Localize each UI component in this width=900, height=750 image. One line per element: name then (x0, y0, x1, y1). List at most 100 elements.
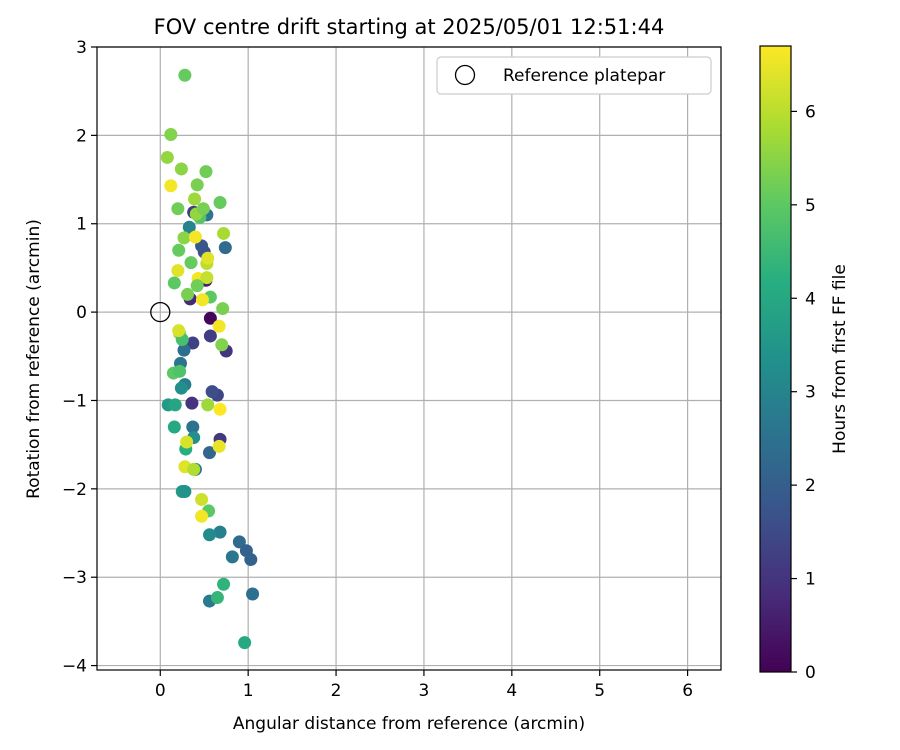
y-tick-label: 1 (76, 215, 87, 235)
scatter-point (181, 287, 195, 301)
scatter-point (246, 587, 260, 601)
scatter-points (160, 68, 260, 650)
scatter-point (190, 178, 204, 192)
scatter-point (199, 165, 213, 179)
plot-area: 0 1 2 3 4 5 6 3 2 1 0 −1 −2 −3 −4 (62, 38, 722, 701)
colorbar-tick-label: 1 (805, 570, 816, 590)
colorbar-tick-label: 5 (805, 196, 816, 216)
scatter-point (217, 226, 231, 240)
scatter-point (186, 336, 200, 350)
scatter-point (195, 509, 209, 523)
scatter-point (173, 364, 187, 378)
y-tick-label: 2 (76, 126, 87, 146)
scatter-point (210, 591, 224, 605)
y-tick-label: 3 (76, 38, 87, 58)
scatter-point (225, 550, 239, 564)
scatter-point (216, 302, 230, 316)
scatter-point (182, 220, 196, 234)
colorbar-gradient (759, 45, 792, 673)
scatter-point (218, 241, 232, 255)
x-axis-label: Angular distance from reference (arcmin) (233, 714, 585, 734)
scatter-point (244, 553, 258, 567)
scatter-point (188, 230, 202, 244)
scatter-point (213, 525, 227, 539)
scatter-point (177, 231, 191, 245)
colorbar-tick-label: 0 (805, 663, 816, 683)
x-axis-ticks: 0 1 2 3 4 5 6 (155, 670, 693, 701)
legend-box (436, 56, 712, 95)
y-tick-label: −2 (62, 480, 87, 500)
colorbar-ticks: 0 1 2 3 4 5 6 (791, 102, 816, 683)
scatter-point (203, 311, 217, 325)
scatter-point (190, 279, 204, 293)
scatter-point (160, 150, 174, 164)
scatter-point (202, 528, 216, 542)
x-tick-label: 4 (506, 681, 517, 701)
scatter-point (172, 243, 186, 257)
x-tick-label: 2 (331, 681, 342, 701)
legend: Reference platepar (436, 56, 712, 95)
scatter-point (184, 256, 198, 270)
scatter-point (201, 398, 215, 412)
x-tick-label: 6 (682, 681, 693, 701)
scatter-point (195, 492, 209, 506)
scatter-point (196, 202, 210, 216)
legend-marker-icon (454, 64, 476, 86)
y-tick-label: −3 (62, 568, 87, 588)
scatter-point (164, 179, 178, 193)
scatter-point (200, 271, 214, 285)
scatter-point (188, 192, 202, 206)
y-axis-ticks: 3 2 1 0 −1 −2 −3 −4 (62, 38, 97, 677)
scatter-point (174, 381, 188, 395)
scatter-point (205, 385, 219, 399)
scatter-point (213, 196, 227, 210)
y-tick-label: −4 (62, 657, 87, 677)
scatter-point (201, 251, 215, 265)
x-tick-label: 5 (594, 681, 605, 701)
scatter-point (238, 636, 252, 650)
y-axis-label: Rotation from reference (arcmin) (24, 219, 44, 499)
colorbar-tick-label: 6 (805, 102, 816, 122)
scatter-point (195, 293, 209, 307)
scatter-point (187, 462, 201, 476)
scatter-point (203, 329, 217, 343)
colorbar-tick-label: 4 (805, 289, 816, 309)
colorbar-tick-label: 3 (805, 383, 816, 403)
x-tick-label: 3 (419, 681, 430, 701)
colorbar: 0 1 2 3 4 5 6 Hours from first FF file (759, 45, 850, 683)
scatter-point (168, 398, 182, 412)
scatter-point (232, 535, 246, 549)
reference-marker-group (150, 301, 171, 323)
plot-background (97, 47, 721, 670)
scatter-point (174, 162, 188, 176)
scatter-point (171, 202, 185, 216)
scatter-point (212, 439, 226, 453)
scatter-point (186, 420, 200, 434)
scatter-point (217, 577, 231, 591)
y-tick-label: −1 (62, 391, 87, 411)
scatter-point (180, 435, 194, 449)
scatter-point (167, 276, 181, 290)
scatter-point (212, 319, 226, 333)
colorbar-tick-label: 2 (805, 476, 816, 496)
legend-label: Reference platepar (503, 66, 665, 86)
y-tick-label: 0 (76, 303, 87, 323)
scatter-point (185, 396, 199, 410)
colorbar-label: Hours from first FF file (830, 264, 850, 454)
scatter-point (177, 343, 191, 357)
scatter-point (164, 127, 178, 141)
chart-title: FOV centre drift starting at 2025/05/01 … (154, 15, 665, 39)
reference-platepar-marker (150, 301, 171, 323)
scatter-point (178, 68, 192, 82)
scatter-point (172, 324, 186, 338)
scatter-point (171, 264, 185, 278)
scatter-point (167, 420, 181, 434)
scatter-point (215, 338, 229, 352)
x-tick-label: 0 (155, 681, 166, 701)
scatter-point (178, 484, 192, 498)
x-tick-label: 1 (243, 681, 254, 701)
scatter-point (202, 446, 216, 460)
scatter-point (213, 402, 227, 416)
plot-frame (96, 46, 722, 671)
